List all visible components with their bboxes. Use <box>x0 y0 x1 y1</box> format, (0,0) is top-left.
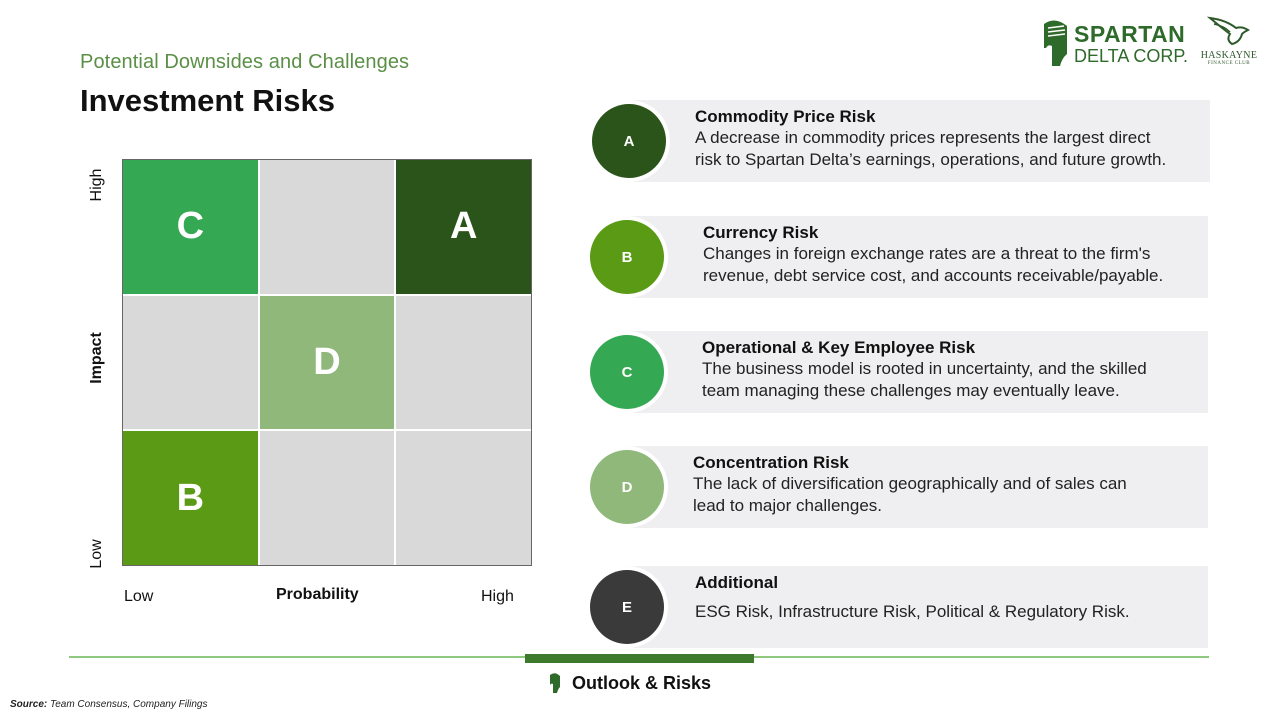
footer-section-indicator <box>525 654 754 663</box>
footer-section-label: Outlook & Risks <box>548 672 711 694</box>
risk-item-bar <box>622 331 1208 413</box>
risk-desc-line1: The business model is rooted in uncertai… <box>702 359 1147 378</box>
y-axis-low-label: Low <box>88 539 105 569</box>
page-subtitle: Potential Downsides and Challenges <box>80 51 410 73</box>
risk-item-bar <box>622 446 1208 528</box>
x-axis-low-label: Low <box>124 588 154 605</box>
griffin-icon <box>1206 16 1250 46</box>
risk-badge-c: C <box>590 335 664 409</box>
risk-badge-d: D <box>590 450 664 524</box>
x-axis-title: Probability <box>276 586 359 603</box>
matrix-cell-low-medium <box>259 431 395 565</box>
risk-title: Commodity Price Risk <box>695 107 876 126</box>
risk-item-d: D Concentration Risk The lack of diversi… <box>586 446 1208 528</box>
risk-desc-line1: A decrease in commodity prices represent… <box>695 128 1151 147</box>
risk-title: Currency Risk <box>703 223 819 242</box>
risk-title: Operational & Key Employee Risk <box>702 338 976 357</box>
risk-item-b: B Currency Risk Changes in foreign excha… <box>586 216 1208 298</box>
matrix-cell-medium-medium: D <box>259 295 395 430</box>
matrix-cell-medium-high <box>396 295 531 430</box>
risk-desc-line1: The lack of diversification geographical… <box>693 474 1127 493</box>
risk-item-bar <box>624 100 1210 182</box>
risk-title: Concentration Risk <box>693 453 849 472</box>
risk-desc-line2: team managing these challenges may event… <box>702 381 1120 400</box>
haskayne-finance-club-logo: HASKAYNE FINANCE CLUB <box>1196 16 1262 72</box>
risk-item-e: E Additional ESG Risk, Infrastructure Ri… <box>586 566 1208 648</box>
matrix-cell-low-high <box>396 431 531 565</box>
risk-item-c: C Operational & Key Employee Risk The bu… <box>586 331 1208 413</box>
spartan-logo-line2: DELTA CORP. <box>1074 46 1189 66</box>
risk-badge-a: A <box>592 104 666 178</box>
risk-item-bar <box>622 566 1208 648</box>
x-axis-high-label: High <box>481 588 514 605</box>
risk-badge-e: E <box>590 570 664 644</box>
matrix-cell-low-low: B <box>123 431 258 565</box>
haskayne-logo-line2: FINANCE CLUB <box>1207 61 1251 66</box>
risk-item-bar <box>622 216 1208 298</box>
matrix-cell-high-medium <box>259 160 395 294</box>
risk-desc-line2: lead to major challenges. <box>693 496 883 515</box>
y-axis-high-label: High <box>88 168 105 202</box>
risk-title: Additional <box>695 573 779 592</box>
risk-item-a: A Commodity Price Risk A decrease in com… <box>588 100 1210 182</box>
matrix-cell-high-high: A <box>396 160 531 294</box>
section-name: Outlook & Risks <box>572 672 712 693</box>
spartan-delta-logo: SPARTAN DELTA CORP. <box>1040 16 1190 72</box>
page-title: Investment Risks <box>80 83 335 118</box>
risk-desc-line1: Changes in foreign exchange rates are a … <box>703 244 1151 263</box>
matrix-cell-high-low: C <box>123 160 258 294</box>
risk-desc-line1: ESG Risk, Infrastructure Risk, Political… <box>695 602 1130 621</box>
spartan-helmet-icon <box>1044 20 1067 67</box>
matrix-cell-medium-low <box>123 295 258 430</box>
spartan-logo-line1: SPARTAN <box>1074 21 1186 47</box>
risk-badge-b: B <box>590 220 664 294</box>
risk-desc-line2: revenue, debt service cost, and accounts… <box>703 266 1164 285</box>
risk-desc-line2: risk to Spartan Delta’s earnings, operat… <box>695 150 1167 169</box>
haskayne-logo-line1: HASKAYNE <box>1200 50 1258 61</box>
y-axis-title: Impact <box>88 332 105 384</box>
risk-matrix: C A D B <box>122 159 532 566</box>
source-note: Source: Team Consensus, Company Filings <box>10 699 208 710</box>
spartan-helmet-icon <box>550 673 560 693</box>
